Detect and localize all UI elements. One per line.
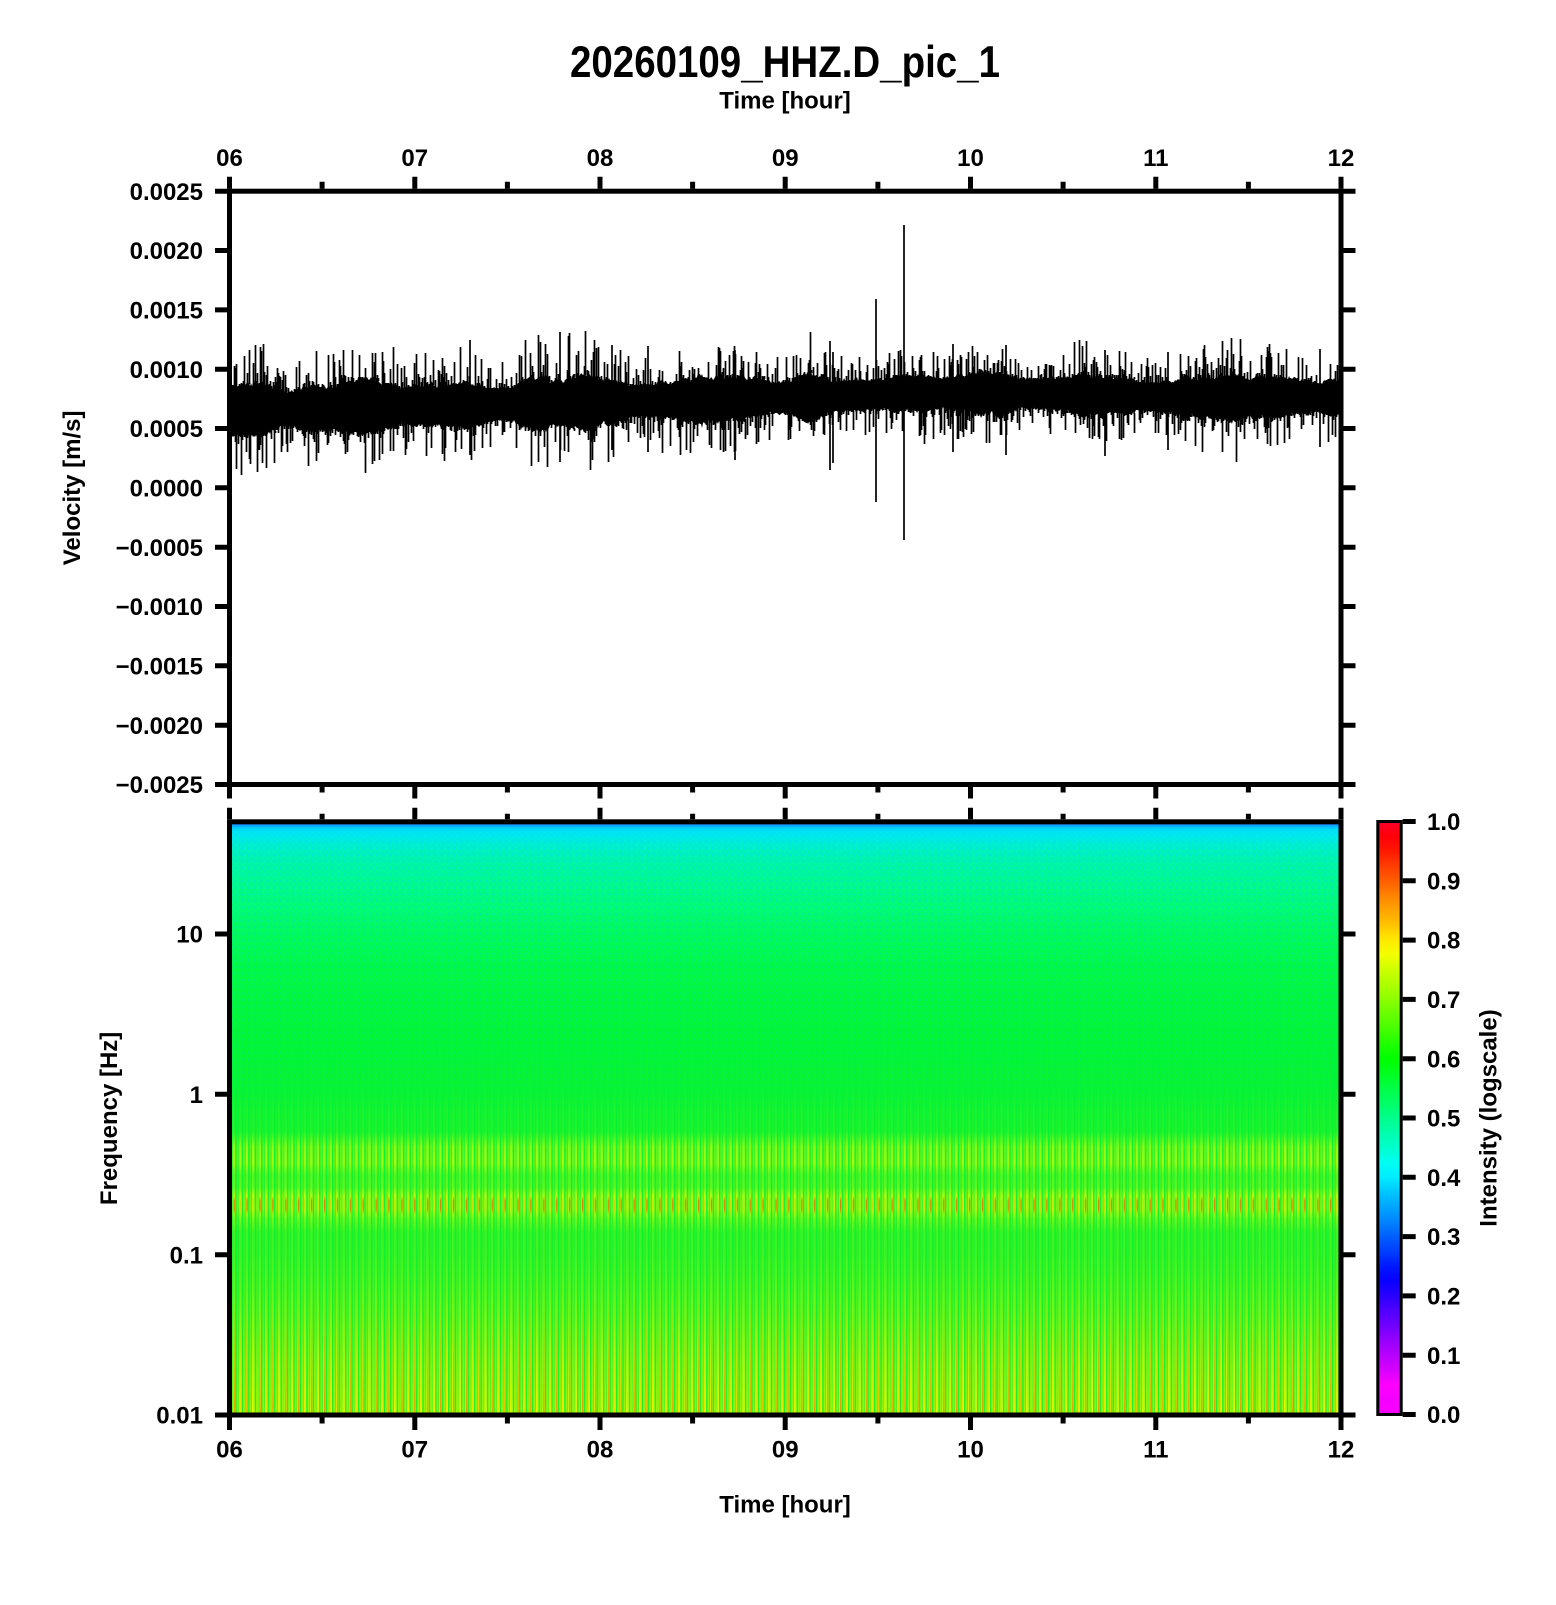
svg-text:11: 11 — [1143, 1437, 1168, 1464]
svg-text:Frequency [Hz]: Frequency [Hz] — [96, 1032, 123, 1205]
svg-text:0.4: 0.4 — [1427, 1165, 1461, 1192]
svg-text:0.3: 0.3 — [1427, 1224, 1460, 1251]
svg-text:20260109_HHZ.D_pic_1: 20260109_HHZ.D_pic_1 — [570, 38, 1000, 87]
svg-text:0.01: 0.01 — [156, 1403, 203, 1430]
svg-text:0.8: 0.8 — [1427, 928, 1460, 955]
svg-text:Time [hour]: Time [hour] — [719, 1491, 851, 1518]
svg-text:08: 08 — [587, 145, 614, 172]
svg-text:Velocity [m/s]: Velocity [m/s] — [59, 411, 86, 566]
svg-text:07: 07 — [401, 1437, 428, 1464]
svg-text:−0.0015: −0.0015 — [116, 653, 203, 680]
svg-text:−0.0025: −0.0025 — [116, 772, 203, 799]
svg-text:09: 09 — [772, 1437, 799, 1464]
svg-text:06: 06 — [216, 145, 243, 172]
svg-text:−0.0010: −0.0010 — [116, 594, 203, 621]
svg-text:08: 08 — [587, 1437, 614, 1464]
svg-text:0.2: 0.2 — [1427, 1284, 1460, 1311]
svg-text:0.0010: 0.0010 — [130, 357, 203, 384]
svg-text:0.0005: 0.0005 — [130, 416, 203, 443]
svg-text:0.9: 0.9 — [1427, 868, 1460, 895]
svg-text:0.6: 0.6 — [1427, 1046, 1460, 1073]
svg-text:10: 10 — [957, 145, 984, 172]
svg-text:0.1: 0.1 — [1427, 1343, 1460, 1370]
svg-text:0.0020: 0.0020 — [130, 238, 203, 265]
svg-text:11: 11 — [1143, 145, 1168, 172]
svg-text:12: 12 — [1328, 145, 1355, 172]
svg-text:Time [hour]: Time [hour] — [719, 88, 851, 115]
svg-text:−0.0020: −0.0020 — [116, 713, 203, 740]
svg-text:0.5: 0.5 — [1427, 1106, 1460, 1133]
svg-text:07: 07 — [401, 145, 428, 172]
svg-text:10: 10 — [176, 922, 203, 949]
svg-text:Intensity (logscale): Intensity (logscale) — [1476, 1009, 1503, 1226]
svg-text:0.1: 0.1 — [170, 1242, 203, 1269]
svg-text:1.0: 1.0 — [1427, 809, 1460, 836]
svg-text:0.0000: 0.0000 — [130, 475, 203, 502]
svg-text:0.7: 0.7 — [1427, 987, 1460, 1014]
svg-text:−0.0005: −0.0005 — [116, 535, 203, 562]
svg-text:12: 12 — [1328, 1437, 1355, 1464]
svg-text:0.0: 0.0 — [1427, 1402, 1460, 1429]
svg-text:1: 1 — [190, 1082, 203, 1109]
svg-text:0.0015: 0.0015 — [130, 297, 203, 324]
svg-text:09: 09 — [772, 145, 799, 172]
svg-text:06: 06 — [216, 1437, 243, 1464]
svg-text:0.0025: 0.0025 — [130, 179, 203, 206]
svg-text:10: 10 — [957, 1437, 984, 1464]
